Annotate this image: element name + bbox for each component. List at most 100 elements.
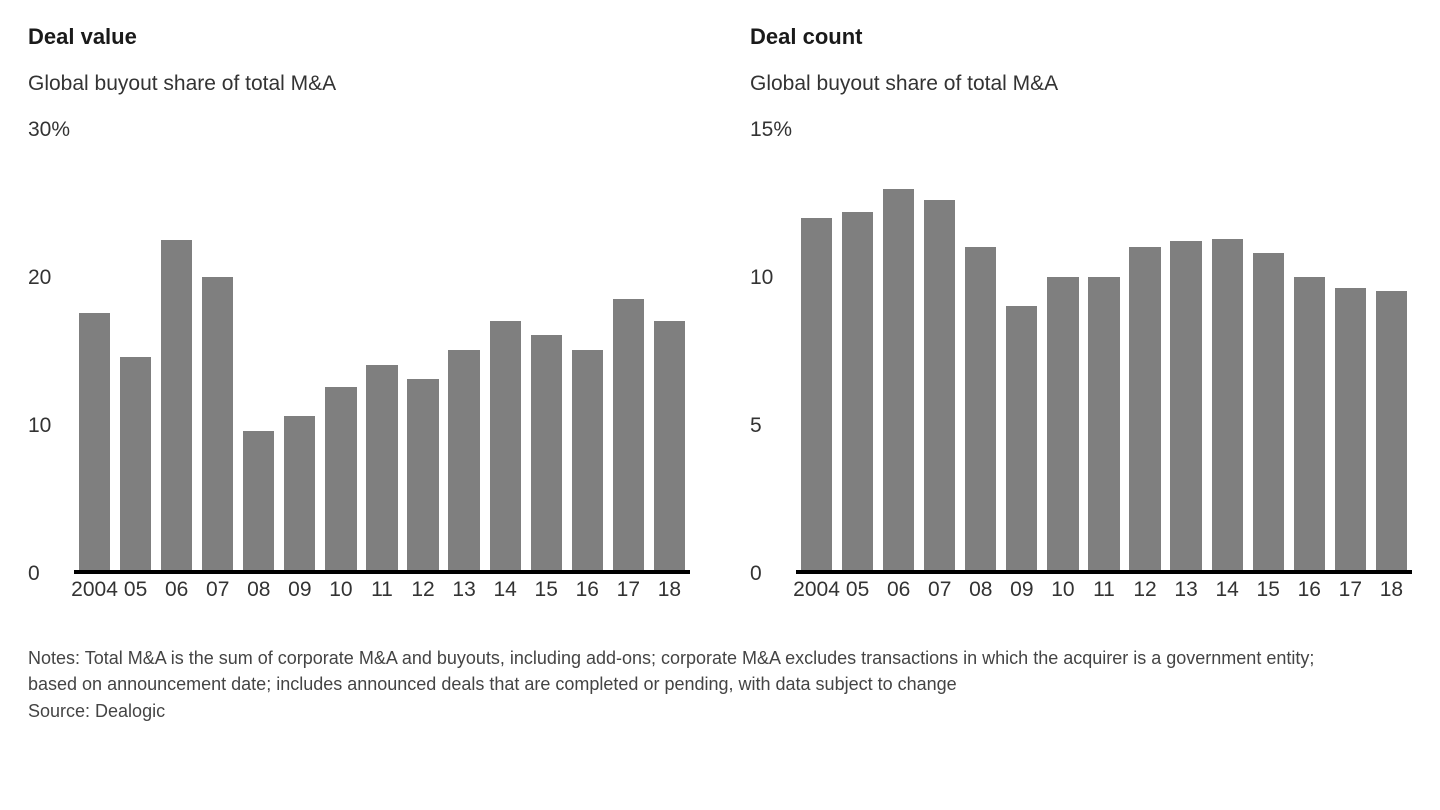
x-tick-label: 14 [1215,578,1238,602]
bar-cell: 16 [567,130,608,570]
bar [1006,306,1037,570]
bar [1335,288,1366,570]
x-tick-label: 16 [576,578,599,602]
bar [1212,239,1243,570]
x-tick-label: 17 [1339,578,1362,602]
bar-cell: 05 [115,130,156,570]
bar [407,379,438,570]
x-tick-label: 05 [124,578,147,602]
bar-cell: 16 [1289,130,1330,570]
chart-deal-count: Deal count Global buyout share of total M… [750,24,1412,602]
plot-area: 20040506070809101112131415161718 [796,130,1412,574]
bar [572,350,603,570]
bar-cell: 07 [919,130,960,570]
x-tick-label: 08 [247,578,270,602]
x-tick-label: 06 [165,578,188,602]
y-axis-labels: 0102030% [28,122,74,582]
y-tick-label: 0 [28,562,40,586]
bar [924,200,955,570]
bar-cell: 11 [1083,130,1124,570]
x-tick-label: 2004 [71,578,118,602]
x-tick-label: 14 [493,578,516,602]
x-tick-label: 13 [1174,578,1197,602]
footnote-line: Notes: Total M&A is the sum of corporate… [28,646,1412,670]
bar-cell: 10 [1042,130,1083,570]
bar [366,365,397,570]
bar [448,350,479,570]
x-tick-label: 15 [535,578,558,602]
bar [842,212,873,570]
bar-cell: 2004 [74,130,115,570]
chart-area: 051015%20040506070809101112131415161718 [750,122,1412,602]
x-tick-label: 15 [1257,578,1280,602]
x-tick-label: 17 [617,578,640,602]
bar-cell: 09 [1001,130,1042,570]
bar [801,218,832,570]
bar [1047,277,1078,570]
bar [613,299,644,570]
x-tick-label: 18 [1380,578,1403,602]
x-tick-label: 08 [969,578,992,602]
bar [531,335,562,570]
bar-cell: 17 [608,130,649,570]
footnotes: Notes: Total M&A is the sum of corporate… [28,646,1412,723]
chart-panels: Deal value Global buyout share of total M… [28,24,1412,602]
bar [243,431,274,570]
x-tick-label: 09 [1010,578,1033,602]
x-tick-label: 13 [452,578,475,602]
y-tick-label: 5 [750,414,762,438]
bar-cell: 06 [156,130,197,570]
chart-title: Deal value [28,24,690,50]
x-tick-label: 05 [846,578,869,602]
x-tick-label: 16 [1298,578,1321,602]
bar [1294,277,1325,570]
y-tick-label: 10 [28,414,51,438]
bar-cell: 14 [485,130,526,570]
bar [965,247,996,570]
footnote-line: based on announcement date; includes ann… [28,672,1412,696]
bar [284,416,315,570]
bar [1088,277,1119,570]
bar-cell: 15 [526,130,567,570]
bar [202,277,233,570]
bar-cell: 05 [837,130,878,570]
bar-cell: 14 [1207,130,1248,570]
y-tick-label: 10 [750,266,773,290]
bar-cell: 12 [1125,130,1166,570]
bar-cell: 10 [320,130,361,570]
bar [1376,291,1407,570]
bar-cell: 12 [403,130,444,570]
y-tick-label: 20 [28,266,51,290]
x-tick-label: 11 [1093,578,1115,602]
bar [654,321,685,570]
x-tick-label: 11 [371,578,393,602]
bar-cell: 06 [878,130,919,570]
x-tick-label: 12 [411,578,434,602]
bar-cell: 18 [1371,130,1412,570]
footnote-line: Source: Dealogic [28,699,1412,723]
x-tick-label: 09 [288,578,311,602]
bar [490,321,521,570]
chart-subtitle: Global buyout share of total M&A [28,72,690,96]
bar-cell: 08 [238,130,279,570]
y-tick-label: 0 [750,562,762,586]
bar [1253,253,1284,570]
x-tick-label: 07 [206,578,229,602]
chart-title: Deal count [750,24,1412,50]
bar [1129,247,1160,570]
bar [161,240,192,570]
x-tick-label: 10 [1051,578,1074,602]
chart-area: 0102030%20040506070809101112131415161718 [28,122,690,602]
chart-subtitle: Global buyout share of total M&A [750,72,1412,96]
y-tick-label: 30% [28,118,70,142]
bar-cell: 15 [1248,130,1289,570]
bar-cell: 2004 [796,130,837,570]
x-tick-label: 10 [329,578,352,602]
bar-cell: 09 [279,130,320,570]
x-tick-label: 07 [928,578,951,602]
bar-cell: 13 [1166,130,1207,570]
bar-cell: 07 [197,130,238,570]
bar-cell: 17 [1330,130,1371,570]
y-tick-label: 15% [750,118,792,142]
bar [120,357,151,570]
